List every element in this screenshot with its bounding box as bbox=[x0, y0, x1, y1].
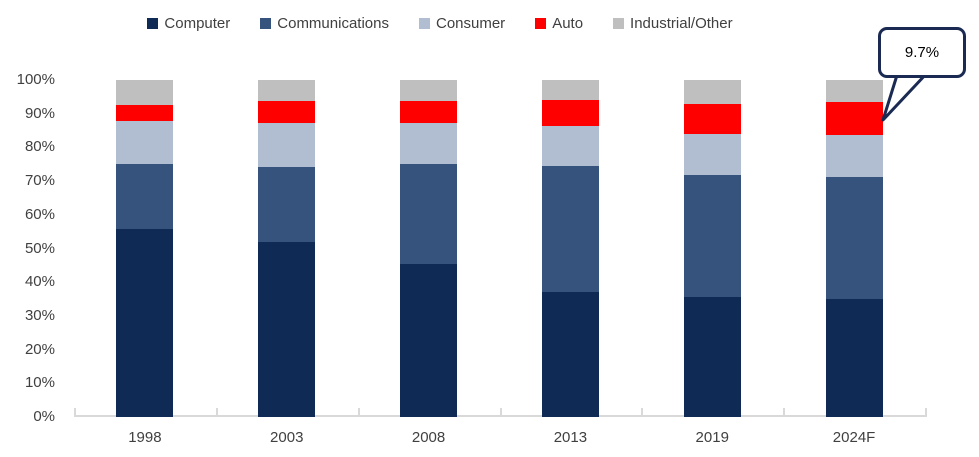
bar-2019 bbox=[683, 80, 741, 417]
y-axis-tick-label: 60% bbox=[24, 205, 55, 223]
legend-label: Communications bbox=[277, 15, 389, 32]
legend-item-consumer: Consumer bbox=[418, 15, 506, 32]
bar-segment-communications bbox=[116, 163, 174, 229]
bar-segment-consumer bbox=[683, 133, 741, 175]
bar-segment-consumer bbox=[258, 123, 316, 167]
legend-item-communications: Communications bbox=[260, 15, 389, 32]
y-axis-tick-label: 30% bbox=[24, 306, 55, 324]
legend-item-computer: Computer bbox=[147, 15, 230, 32]
bar-segment-auto bbox=[116, 104, 174, 121]
chart-legend: Computer Communications Consumer Auto Indust… bbox=[0, 15, 880, 32]
legend-swatch-icon bbox=[535, 18, 547, 29]
bar-segment-communications bbox=[541, 165, 599, 293]
y-axis-tick-label: 90% bbox=[24, 104, 55, 122]
legend-label: Industrial/Other bbox=[630, 15, 733, 32]
bar-2013 bbox=[541, 80, 599, 417]
legend-swatch-icon bbox=[147, 18, 159, 29]
bar-segment-communications bbox=[683, 174, 741, 297]
bar-1998 bbox=[116, 80, 174, 417]
legend-label: Computer bbox=[164, 15, 231, 32]
y-axis-tick-label: 100% bbox=[16, 71, 55, 88]
bar-segment-auto bbox=[400, 100, 458, 124]
bar-segment-computer bbox=[683, 296, 741, 417]
bar-segment-consumer bbox=[541, 125, 599, 166]
bar-segment-communications bbox=[258, 166, 316, 243]
bar-segment-auto bbox=[258, 101, 316, 124]
legend-swatch-icon bbox=[613, 18, 625, 29]
y-axis-tick-label: 20% bbox=[24, 340, 55, 358]
bar-segment-auto bbox=[825, 101, 883, 135]
legend-item-auto: Auto bbox=[535, 15, 583, 32]
x-axis-tick bbox=[357, 408, 360, 417]
legend-label: Auto bbox=[552, 15, 584, 32]
x-axis-tick bbox=[641, 408, 644, 417]
bar-segment-auto bbox=[683, 103, 741, 134]
bar-segment-computer bbox=[825, 299, 883, 417]
x-axis-category-label: 2008 bbox=[411, 429, 446, 446]
legend-item-industrial-other: Industrial/Other bbox=[613, 15, 733, 32]
bar-segment-auto bbox=[541, 99, 599, 126]
y-axis-tick-label: 40% bbox=[24, 273, 55, 291]
bar-segment-industrial-other bbox=[400, 80, 458, 101]
y-axis-tick-label: 10% bbox=[24, 374, 55, 392]
x-axis-tick bbox=[925, 408, 927, 417]
bar-segment-communications bbox=[400, 163, 458, 265]
bar-segment-industrial-other bbox=[116, 80, 174, 105]
y-axis-tick-label: 50% bbox=[24, 239, 55, 257]
x-axis-tick bbox=[499, 408, 502, 417]
callout-annotation: 9.7% bbox=[878, 27, 966, 78]
legend-swatch-icon bbox=[418, 18, 430, 29]
bar-segment-industrial-other bbox=[258, 80, 316, 102]
bar-segment-consumer bbox=[116, 120, 174, 164]
y-axis-tick-label: 80% bbox=[24, 138, 55, 156]
legend-swatch-icon bbox=[260, 18, 272, 29]
bar-segment-industrial-other bbox=[825, 80, 883, 102]
bar-segment-industrial-other bbox=[541, 80, 599, 100]
y-axis-tick-label: 0% bbox=[33, 408, 55, 425]
bar-segment-computer bbox=[116, 228, 174, 417]
legend-label: Consumer bbox=[435, 15, 506, 32]
bar-2008 bbox=[400, 80, 458, 417]
callout-value: 9.7% bbox=[904, 44, 940, 61]
y-axis-tick-label: 70% bbox=[24, 172, 55, 190]
bar-2024f bbox=[825, 80, 883, 417]
bar-segment-communications bbox=[825, 177, 883, 300]
bar-segment-consumer bbox=[825, 134, 883, 178]
bar-segment-industrial-other bbox=[683, 80, 741, 104]
bar-segment-computer bbox=[541, 292, 599, 417]
bar-segment-computer bbox=[400, 264, 458, 417]
bar-segment-computer bbox=[258, 242, 316, 417]
bar-2003 bbox=[258, 80, 316, 417]
x-axis-category-label: 2013 bbox=[553, 429, 588, 446]
x-axis-category-label: 2024F bbox=[832, 429, 876, 446]
x-axis-tick bbox=[74, 408, 76, 417]
x-axis-tick bbox=[215, 408, 218, 417]
x-axis-category-label: 2019 bbox=[695, 429, 729, 446]
x-axis-tick bbox=[783, 408, 786, 417]
x-axis-category-label: 1998 bbox=[128, 429, 162, 446]
x-axis-category-label: 2003 bbox=[270, 429, 304, 446]
bar-segment-consumer bbox=[400, 123, 458, 164]
